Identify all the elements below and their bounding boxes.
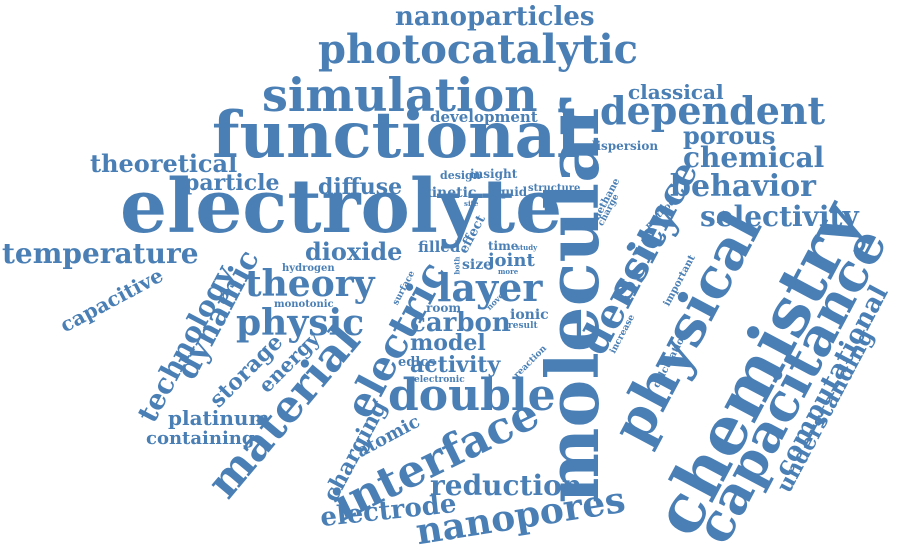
- word-size: size: [462, 257, 493, 273]
- word-study: study: [516, 243, 538, 252]
- word-development: development: [430, 108, 538, 126]
- word-site: site: [464, 199, 479, 208]
- word-insight: insight: [470, 167, 518, 181]
- word-both: both: [452, 256, 462, 275]
- word-selectivity: selectivity: [700, 200, 859, 233]
- word-theory: theory: [245, 263, 375, 305]
- word-chemical: chemical: [683, 141, 825, 174]
- word-dependent: dependent: [600, 88, 826, 133]
- word-carbon: carbon: [410, 308, 511, 338]
- word-platinum: platinum: [168, 406, 270, 430]
- word-classical: classical: [628, 80, 724, 104]
- word-more: more: [498, 267, 519, 276]
- word-nanoparticles: nanoparticles: [395, 2, 595, 32]
- word-physic: physic: [236, 302, 365, 344]
- word-containing: containing: [146, 428, 255, 449]
- word-porous: porous: [683, 121, 776, 150]
- word-ionic: ionic: [510, 307, 549, 323]
- word-time: time: [488, 239, 519, 253]
- word-electronic: electronic: [414, 375, 465, 385]
- word-monotonic: monotonic: [274, 299, 334, 310]
- word-room: room: [426, 301, 462, 315]
- word-simulation: simulation: [262, 68, 538, 122]
- word-liquid: liquid: [488, 185, 528, 199]
- word-functional: functional: [212, 98, 581, 173]
- word-result: result: [508, 321, 538, 331]
- word-hydrogen: hydrogen: [282, 263, 335, 274]
- word-dioxide: dioxide: [305, 237, 403, 266]
- word-theoretical: theoretical: [90, 149, 238, 178]
- word-diffuse: diffuse: [318, 174, 403, 200]
- word-behavior: behavior: [670, 169, 816, 204]
- word-activity: activity: [410, 352, 501, 378]
- word-filled: filled: [418, 238, 461, 256]
- word-structure: structure: [528, 183, 581, 194]
- word-particle: particle: [184, 170, 280, 196]
- word-temperature: temperature: [2, 237, 199, 270]
- word-design: design: [440, 169, 481, 182]
- word-dispersion: dispersion: [588, 139, 659, 153]
- word-model: model: [410, 330, 486, 356]
- word-electrolyte: electrolyte: [120, 164, 563, 250]
- word-double: double: [388, 370, 556, 421]
- word-joint: joint: [488, 250, 535, 271]
- word-layer: layer: [437, 265, 543, 310]
- word-capacitive: capacitive: [55, 262, 168, 338]
- word-reduction: reduction: [430, 469, 583, 502]
- word-kinetic: kinetic: [422, 185, 477, 201]
- word-photocatalytic: photocatalytic: [318, 26, 639, 73]
- word-edlcs: edlcs: [398, 355, 436, 370]
